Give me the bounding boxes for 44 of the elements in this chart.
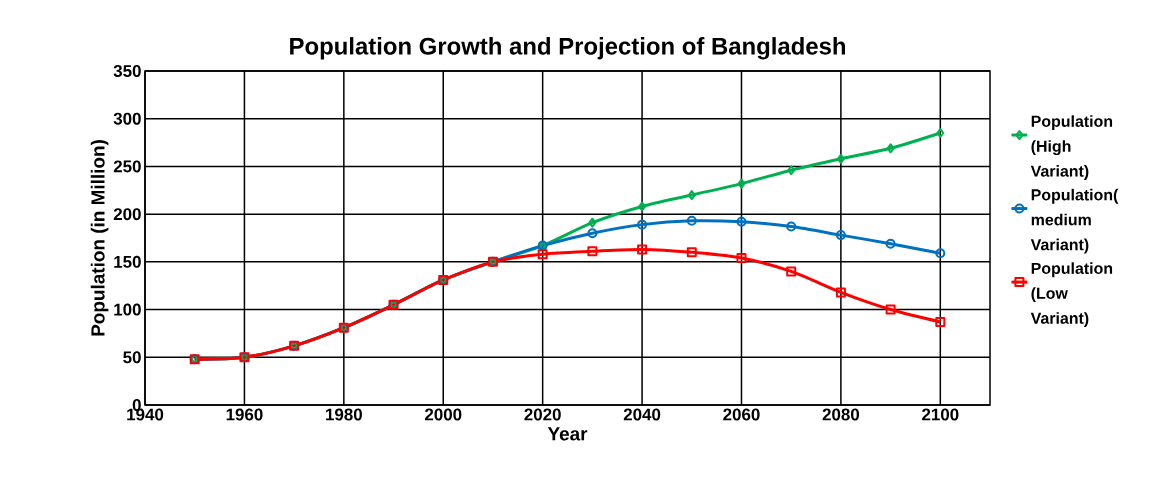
x-tick-label: 2040 — [623, 408, 661, 421]
point — [537, 249, 548, 260]
point — [786, 266, 797, 277]
y-axis-title: Population (in Million) — [90, 140, 109, 336]
point — [786, 221, 797, 232]
y-tick-label: 300 — [113, 112, 141, 125]
point — [587, 246, 598, 257]
point — [935, 316, 946, 327]
point — [588, 217, 597, 228]
y-tick-label: 350 — [113, 64, 141, 77]
point — [637, 244, 648, 255]
point — [737, 178, 746, 189]
x-tick-label: 2060 — [723, 408, 760, 421]
point — [587, 228, 598, 239]
y-tick-label: 200 — [113, 208, 141, 221]
y-tick-label: 250 — [113, 160, 141, 173]
y-tick-label: 50 — [123, 351, 141, 364]
x-axis-title: Year — [547, 427, 588, 441]
x-tick-label: 2080 — [822, 408, 860, 421]
x-tick-label: 2020 — [524, 408, 561, 421]
point — [835, 230, 846, 241]
legend-label: Population( medium Variant) — [1030, 188, 1119, 254]
point — [736, 216, 747, 227]
chart-title: Population Growth and Projection of Bangladesh — [290, 37, 846, 60]
point — [686, 215, 697, 226]
point — [885, 304, 896, 315]
x-tick-label: 2100 — [922, 408, 959, 421]
point — [686, 247, 697, 258]
y-tick-label: 100 — [114, 303, 141, 316]
point — [886, 143, 895, 154]
point — [835, 287, 846, 298]
x-tick-label: 1980 — [326, 408, 362, 421]
point — [736, 253, 747, 264]
legend-label: Population (High Variant) — [1030, 115, 1113, 180]
point — [637, 219, 648, 230]
legend-label: Population (Low Variant) — [1030, 262, 1113, 327]
y-tick-label: 150 — [114, 255, 141, 268]
x-tick-label: 1960 — [226, 408, 263, 421]
x-tick-label: 2000 — [425, 408, 462, 421]
point — [638, 201, 647, 212]
point — [836, 153, 845, 164]
point — [885, 238, 896, 249]
point — [787, 165, 796, 176]
point — [687, 190, 696, 201]
